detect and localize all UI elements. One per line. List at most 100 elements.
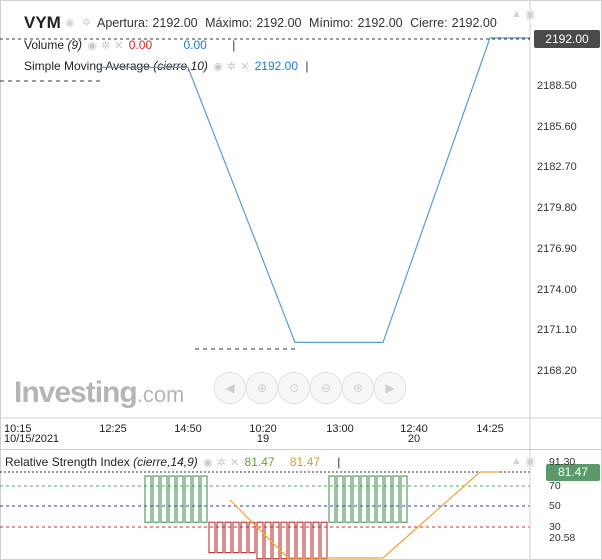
price-tick-label: 2185.60 (537, 120, 577, 133)
rsi-tick-label: 50 (549, 500, 561, 512)
rsi-badge: 81.47 (546, 464, 600, 481)
ohlc-readout: Apertura: 2192.00 Máximo: 2192.00 Mínimo: 2… (97, 16, 501, 30)
high-label: Máximo: (205, 16, 253, 30)
volume-legend: Volume (9) ◉ ✲ ✕ 0.00 0.00 | (24, 38, 235, 52)
logo-main: Investing (14, 376, 138, 409)
rsi-divider: | (337, 455, 341, 469)
rsi-line (229, 471, 500, 559)
close-icon[interactable]: ✕ (114, 40, 124, 52)
volume-param: (9) (67, 38, 83, 52)
close-icon[interactable]: ✕ (229, 457, 240, 469)
low-label: Mínimo: (309, 16, 354, 30)
scroll-right-icon[interactable]: ▶ (374, 372, 406, 404)
close-value: 2192.00 (451, 16, 497, 30)
rsi-label: Relative Strength Index (5, 455, 130, 469)
rsi-tick-label: 30 (549, 521, 561, 533)
price-tick-label: 2171.10 (537, 324, 577, 337)
rsi-bar-down (232, 521, 240, 554)
rsi-tick-label: 91.30 (549, 456, 576, 468)
volume-value-2: 0.00 (183, 38, 207, 52)
rsi-bar-up (400, 475, 408, 523)
rsi-bar-down (216, 521, 224, 554)
price-tick-label: 2176.90 (537, 242, 577, 255)
open-label: Apertura: (97, 16, 149, 30)
sma-legend: Simple Moving Average (cierre,10) ◉ ✲ ✕ 21… (24, 59, 308, 73)
volume-divider: | (232, 38, 236, 52)
sma-line (100, 37, 530, 343)
low-value: 2192.00 (357, 16, 403, 30)
sma-label: Simple Moving Average (24, 59, 150, 73)
price-tick-label: 2174.00 (537, 283, 577, 296)
rsi-bar-down (312, 521, 320, 560)
sma-value: 2192.00 (254, 59, 299, 73)
rsi-legend: Relative Strength Index (cierre,14,9) ◉ ✲… (5, 455, 340, 469)
time-tick-label: 14:25 (476, 423, 504, 435)
close-label: Cierre: (410, 16, 448, 30)
rsi-bar-up (352, 475, 360, 523)
rsi-bar-up (152, 475, 160, 523)
eye-icon[interactable]: ◉ (213, 61, 223, 73)
price-tick-label: 2179.80 (537, 202, 577, 215)
rsi-histogram (144, 475, 408, 560)
time-tick-label: 13:00 (326, 423, 354, 435)
eye-icon[interactable]: ◉ (87, 40, 97, 52)
price-chart[interactable] (0, 0, 602, 450)
zoom-in-icon[interactable]: ⊕ (246, 372, 278, 404)
rsi-chart[interactable] (0, 450, 602, 560)
rsi-bar-up (336, 475, 344, 523)
price-tick-label: 2188.50 (537, 80, 577, 92)
eye-icon[interactable]: ◉ (65, 17, 75, 29)
rsi-tick-label: 20.58 (549, 532, 576, 544)
volume-label: Volume (24, 38, 65, 52)
rsi-value-1: 81.47 (244, 455, 275, 469)
close-icon[interactable]: ✕ (240, 61, 250, 73)
rsi-bar-down (280, 521, 288, 560)
rsi-bar-up (192, 475, 200, 523)
rsi-bar-up (184, 475, 192, 523)
scroll-left-icon[interactable]: ◀ (214, 372, 246, 404)
rsi-value-2: 81.47 (289, 455, 320, 469)
rsi-bar-up (176, 475, 184, 523)
zoom-out-icon[interactable]: ⊖ (310, 372, 342, 404)
price-tick-label: 2168.20 (537, 364, 577, 377)
alert-icon[interactable]: ▲ (511, 455, 522, 467)
sma-divider: | (305, 59, 309, 73)
rsi-bar-up (200, 475, 208, 523)
rsi-bar-up (392, 475, 400, 523)
rsi-tick-label: 70 (549, 480, 561, 492)
gear-icon[interactable]: ✲ (216, 457, 226, 469)
gear-icon[interactable]: ✲ (82, 17, 92, 29)
time-tick-label: 14:50 (174, 423, 202, 435)
alert-icon[interactable]: ▲ (511, 8, 522, 20)
volume-value-1: 0.00 (128, 38, 153, 52)
price-badge: 2192.00 (534, 30, 600, 48)
time-tick-label: 12:40 20 (400, 423, 428, 445)
rsi-bar-up (168, 475, 176, 523)
rsi-bar-up (328, 475, 336, 523)
auto-scale-icon[interactable]: ⊛ (342, 372, 374, 404)
rsi-bar-down (208, 521, 216, 554)
eye-icon[interactable]: ◉ (203, 457, 213, 469)
symbol-title: VYM (24, 13, 61, 32)
rsi-separator (0, 449, 602, 450)
rsi-bar-up (160, 475, 168, 523)
rsi-param: (cierre,14,9) (133, 455, 198, 469)
logo-suffix: .com (136, 382, 185, 407)
rsi-bar-down (296, 521, 304, 560)
time-tick-label: 10:20 19 (249, 423, 277, 445)
zoom-reset-icon[interactable]: ⊙ (278, 372, 310, 404)
rsi-bar-down (288, 521, 296, 560)
rsi-bar-up (344, 475, 352, 523)
rsi-bar-up (360, 475, 368, 523)
rsi-bar-up (376, 475, 384, 523)
rsi-bar-down (304, 521, 312, 560)
investing-logo: Investing.com (14, 376, 184, 410)
rsi-bar-down (320, 521, 328, 560)
gear-icon[interactable]: ✲ (101, 40, 111, 52)
rsi-bar-down (256, 521, 264, 560)
rsi-bar-up (384, 475, 392, 523)
price-tick-label: 2182.70 (537, 161, 577, 174)
sma-param: (cierre,10) (153, 59, 208, 73)
gear-icon[interactable]: ✲ (226, 61, 237, 73)
time-tick-label: 12:25 (99, 423, 127, 435)
